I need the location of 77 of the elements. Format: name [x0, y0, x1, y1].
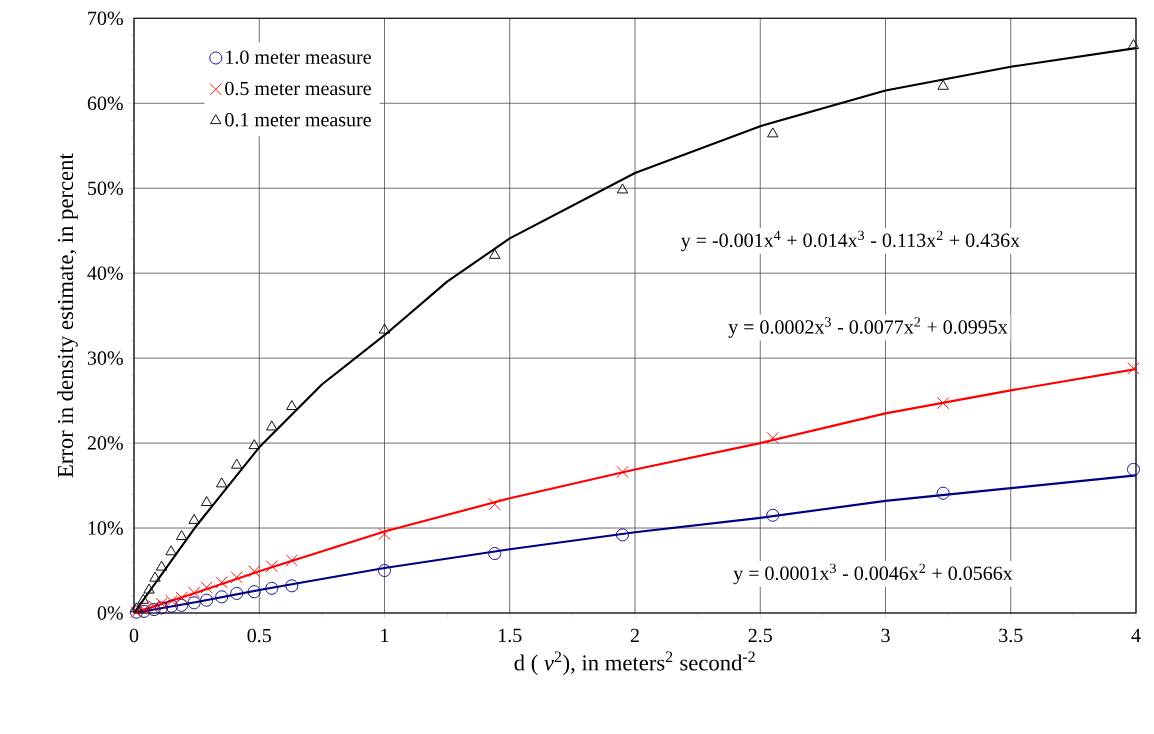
point [230, 586, 244, 600]
x-axis-title: d ( v$^{2}$), in meters$^{2}$ second$^{-2}$ [514, 651, 755, 676]
x-tick-label: 3.5 [999, 628, 1023, 643]
point [936, 486, 950, 500]
point [936, 397, 950, 410]
annotation: y = 0.0001x$^{3}$ - 0.0046x$^{2}$ + 0.0566x [733, 563, 1013, 585]
point [488, 498, 501, 511]
point [130, 602, 143, 613]
legend-label: 1.0 meter measure [226, 50, 371, 64]
point [188, 586, 201, 599]
point [766, 431, 779, 445]
point [285, 579, 299, 593]
point [200, 496, 213, 507]
point [766, 508, 780, 522]
point [247, 585, 261, 599]
point [248, 565, 261, 578]
point [266, 420, 278, 431]
point [149, 571, 161, 582]
point [147, 600, 161, 613]
point [937, 79, 949, 90]
point [165, 599, 179, 613]
point [616, 528, 629, 542]
point [187, 596, 201, 610]
point [1127, 39, 1140, 49]
point [378, 527, 391, 541]
y-tick-label: 30% [87, 351, 123, 365]
x-tick-label: 2 [630, 628, 639, 642]
point [489, 248, 501, 259]
point [137, 593, 149, 604]
y-tick-label: 40% [87, 266, 123, 280]
point [616, 465, 629, 479]
x-tick-label: 2.5 [748, 628, 772, 643]
point [147, 603, 161, 617]
point [175, 598, 189, 612]
legend-label: 0.1 meter measure [225, 112, 371, 127]
point [265, 581, 279, 595]
point [188, 513, 200, 524]
point [216, 477, 228, 488]
point [155, 560, 168, 571]
y-tick-label: 50% [88, 181, 123, 196]
point [165, 545, 177, 556]
point [248, 439, 260, 450]
y-tick-label: 70% [88, 11, 123, 26]
legend-label: 0.5 meter measure [225, 81, 371, 96]
point [616, 183, 629, 194]
x-tick-label: 1.5 [499, 628, 522, 643]
y-tick-label: 10% [88, 521, 123, 535]
point [215, 576, 228, 589]
point [175, 591, 188, 604]
y-tick-label: 60% [87, 96, 123, 111]
point [231, 458, 243, 469]
point [175, 530, 188, 540]
point [215, 590, 229, 604]
point [155, 601, 169, 615]
point [378, 564, 391, 577]
y-axis-title: Error in density estimate, in percent [57, 153, 78, 478]
point [767, 127, 779, 138]
point [1127, 462, 1140, 476]
point [200, 593, 214, 607]
x-tick-label: 1 [381, 628, 389, 642]
point [488, 547, 502, 560]
point [230, 571, 243, 584]
annotation: y = -0.001x$^{4}$ + 0.014x$^{3}$ - 0.113x$^{2}$ + 0.436x [680, 230, 1020, 252]
x-tick-label: 4 [1131, 628, 1141, 642]
point [143, 583, 155, 594]
x-tick-label: 0 [129, 628, 139, 643]
point [285, 554, 298, 567]
x-tick-label: 0.5 [247, 628, 271, 643]
point [1127, 362, 1140, 375]
point [265, 560, 278, 573]
y-tick-label: 20% [87, 436, 123, 450]
point [286, 400, 298, 411]
annotation: y = 0.0002x$^{3}$ - 0.0077x$^{2}$ + 0.0995x [728, 317, 1008, 338]
point [200, 581, 213, 594]
y-tick-label: 0% [97, 606, 123, 620]
point [378, 323, 391, 334]
x-tick-label: 3 [881, 628, 890, 643]
